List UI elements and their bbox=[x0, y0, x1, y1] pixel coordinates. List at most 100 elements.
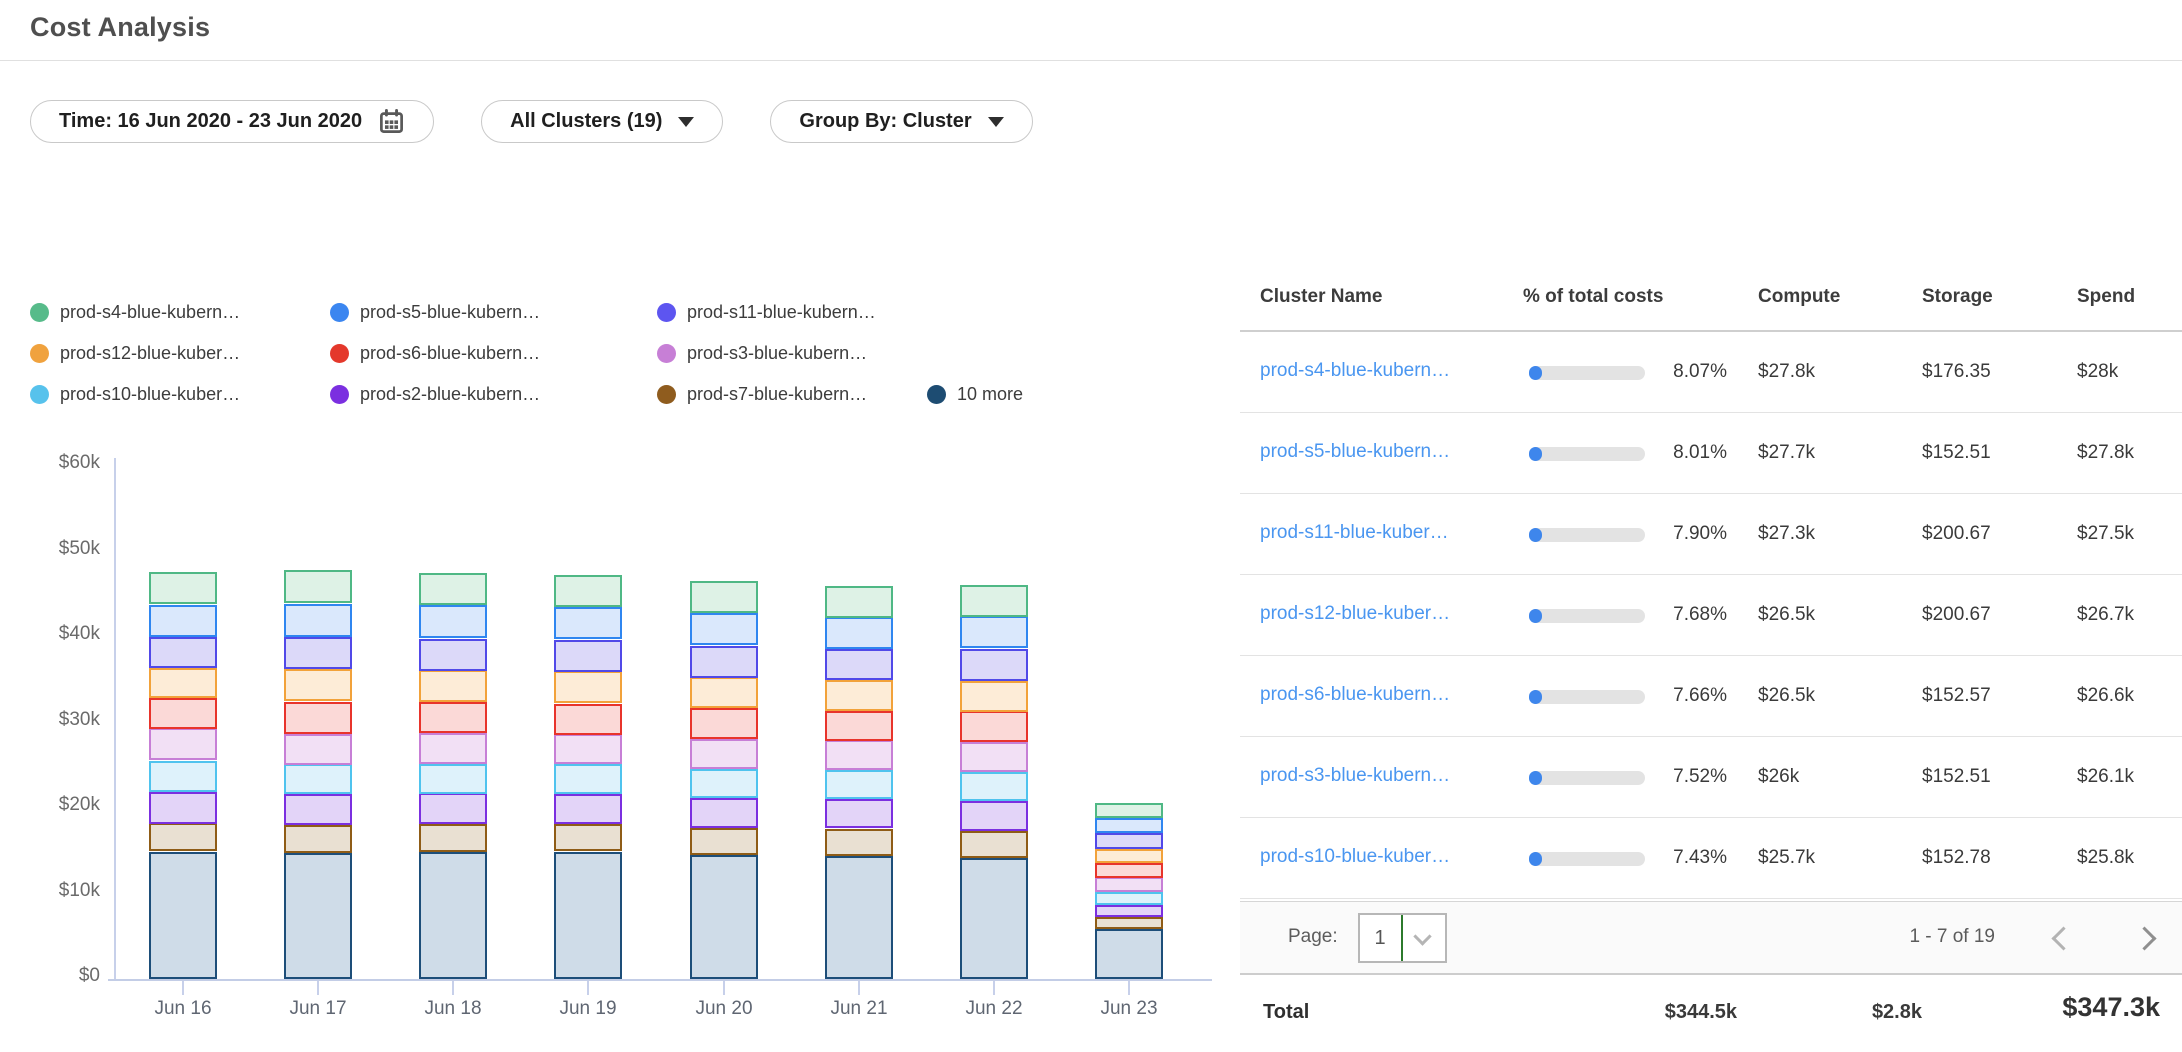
bar-segment-prod-s2-blue-kubern-jun-22[interactable] bbox=[960, 801, 1028, 831]
bar-segment-prod-s5-blue-kubern-jun-19[interactable] bbox=[554, 607, 622, 639]
cluster-name-link[interactable]: prod-s10-blue-kuber… bbox=[1260, 846, 1451, 867]
time-range-filter[interactable]: Time: 16 Jun 2020 - 23 Jun 2020 bbox=[30, 100, 435, 143]
cluster-name-link[interactable]: prod-s4-blue-kubern… bbox=[1260, 360, 1451, 381]
bar-segment-prod-s2-blue-kubern-jun-23[interactable] bbox=[1095, 905, 1163, 917]
bar-segment-prod-s3-blue-kubern-jun-17[interactable] bbox=[284, 734, 352, 765]
bar-segment-prod-s2-blue-kubern-jun-21[interactable] bbox=[825, 799, 893, 828]
bar-segment-prod-s10-blue-kuber-jun-16[interactable] bbox=[149, 761, 217, 792]
bar-segment-prod-s11-blue-kubern-jun-22[interactable] bbox=[960, 649, 1028, 681]
bar-segment-prod-s4-blue-kubern-jun-23[interactable] bbox=[1095, 803, 1163, 818]
bar-segment-prod-s4-blue-kubern-jun-18[interactable] bbox=[419, 573, 487, 605]
previous-page-chevron-icon[interactable] bbox=[2051, 926, 2076, 951]
bar-segment-prod-s6-blue-kubern-jun-23[interactable] bbox=[1095, 863, 1163, 878]
bar-segment-10-more-jun-20[interactable] bbox=[690, 855, 758, 979]
bar-segment-prod-s5-blue-kubern-jun-21[interactable] bbox=[825, 617, 893, 649]
bar-segment-prod-s4-blue-kubern-jun-17[interactable] bbox=[284, 570, 352, 603]
bar-segment-prod-s2-blue-kubern-jun-18[interactable] bbox=[419, 793, 487, 824]
legend-item-prod-s11-blue-kubern[interactable]: prod-s11-blue-kubern… bbox=[657, 297, 876, 327]
legend-item-prod-s2-blue-kubern[interactable]: prod-s2-blue-kubern… bbox=[330, 379, 540, 409]
bar-segment-10-more-jun-17[interactable] bbox=[284, 853, 352, 979]
bar-segment-prod-s10-blue-kuber-jun-22[interactable] bbox=[960, 772, 1028, 801]
legend-item-prod-s10-blue-kuber[interactable]: prod-s10-blue-kuber… bbox=[30, 379, 240, 409]
bar-segment-prod-s5-blue-kubern-jun-18[interactable] bbox=[419, 605, 487, 638]
bar-segment-prod-s3-blue-kubern-jun-19[interactable] bbox=[554, 734, 622, 764]
bar-segment-prod-s2-blue-kubern-jun-20[interactable] bbox=[690, 798, 758, 828]
bar-segment-prod-s10-blue-kuber-jun-21[interactable] bbox=[825, 770, 893, 799]
bar-segment-prod-s10-blue-kuber-jun-17[interactable] bbox=[284, 764, 352, 794]
bar-segment-prod-s6-blue-kubern-jun-19[interactable] bbox=[554, 704, 622, 735]
bar-segment-prod-s11-blue-kubern-jun-18[interactable] bbox=[419, 639, 487, 671]
bar-segment-prod-s12-blue-kuber-jun-22[interactable] bbox=[960, 681, 1028, 712]
bar-segment-prod-s3-blue-kubern-jun-20[interactable] bbox=[690, 739, 758, 769]
bar-segment-prod-s11-blue-kubern-jun-20[interactable] bbox=[690, 646, 758, 678]
bar-segment-prod-s3-blue-kubern-jun-16[interactable] bbox=[149, 728, 217, 760]
bar-segment-prod-s3-blue-kubern-jun-22[interactable] bbox=[960, 742, 1028, 772]
bar-segment-prod-s12-blue-kuber-jun-17[interactable] bbox=[284, 669, 352, 701]
bar-segment-prod-s7-blue-kubern-jun-16[interactable] bbox=[149, 823, 217, 851]
bar-segment-prod-s4-blue-kubern-jun-16[interactable] bbox=[149, 572, 217, 604]
bar-segment-prod-s5-blue-kubern-jun-22[interactable] bbox=[960, 616, 1028, 648]
legend-item-prod-s4-blue-kubern[interactable]: prod-s4-blue-kubern… bbox=[30, 297, 240, 327]
bar-segment-prod-s4-blue-kubern-jun-21[interactable] bbox=[825, 586, 893, 618]
bar-segment-prod-s7-blue-kubern-jun-23[interactable] bbox=[1095, 917, 1163, 929]
bar-segment-prod-s4-blue-kubern-jun-19[interactable] bbox=[554, 575, 622, 607]
bar-segment-prod-s10-blue-kuber-jun-23[interactable] bbox=[1095, 892, 1163, 905]
bar-segment-prod-s7-blue-kubern-jun-21[interactable] bbox=[825, 829, 893, 856]
bar-segment-10-more-jun-23[interactable] bbox=[1095, 929, 1163, 979]
clusters-filter[interactable]: All Clusters (19) bbox=[481, 100, 724, 143]
bar-segment-prod-s12-blue-kuber-jun-23[interactable] bbox=[1095, 849, 1163, 863]
bar-segment-prod-s12-blue-kuber-jun-18[interactable] bbox=[419, 670, 487, 702]
bar-segment-prod-s2-blue-kubern-jun-17[interactable] bbox=[284, 794, 352, 825]
bar-segment-prod-s6-blue-kubern-jun-22[interactable] bbox=[960, 711, 1028, 742]
bar-segment-10-more-jun-18[interactable] bbox=[419, 852, 487, 979]
bar-segment-10-more-jun-16[interactable] bbox=[149, 852, 217, 979]
cluster-name-link[interactable]: prod-s6-blue-kubern… bbox=[1260, 684, 1451, 705]
bar-segment-10-more-jun-21[interactable] bbox=[825, 856, 893, 979]
bar-segment-prod-s4-blue-kubern-jun-22[interactable] bbox=[960, 585, 1028, 617]
bar-segment-prod-s6-blue-kubern-jun-16[interactable] bbox=[149, 698, 217, 729]
bar-segment-prod-s11-blue-kubern-jun-23[interactable] bbox=[1095, 833, 1163, 849]
bar-segment-prod-s12-blue-kuber-jun-21[interactable] bbox=[825, 680, 893, 711]
legend-item-prod-s3-blue-kubern[interactable]: prod-s3-blue-kubern… bbox=[657, 338, 867, 368]
bar-segment-prod-s12-blue-kuber-jun-19[interactable] bbox=[554, 671, 622, 703]
bar-segment-prod-s2-blue-kubern-jun-19[interactable] bbox=[554, 794, 622, 824]
bar-segment-prod-s6-blue-kubern-jun-21[interactable] bbox=[825, 711, 893, 741]
bar-segment-prod-s11-blue-kubern-jun-16[interactable] bbox=[149, 637, 217, 668]
bar-segment-prod-s7-blue-kubern-jun-17[interactable] bbox=[284, 825, 352, 853]
group-by-filter[interactable]: Group By: Cluster bbox=[770, 100, 1033, 143]
bar-segment-prod-s10-blue-kuber-jun-18[interactable] bbox=[419, 764, 487, 794]
bar-segment-prod-s12-blue-kuber-jun-20[interactable] bbox=[690, 677, 758, 708]
cluster-name-link[interactable]: prod-s5-blue-kubern… bbox=[1260, 441, 1451, 462]
legend-item-prod-s7-blue-kubern[interactable]: prod-s7-blue-kubern… bbox=[657, 379, 867, 409]
bar-segment-prod-s12-blue-kuber-jun-16[interactable] bbox=[149, 668, 217, 698]
bar-segment-prod-s5-blue-kubern-jun-16[interactable] bbox=[149, 605, 217, 637]
bar-segment-prod-s10-blue-kuber-jun-19[interactable] bbox=[554, 764, 622, 794]
bar-segment-prod-s5-blue-kubern-jun-20[interactable] bbox=[690, 613, 758, 645]
cluster-name-link[interactable]: prod-s3-blue-kubern… bbox=[1260, 765, 1451, 786]
bar-segment-prod-s6-blue-kubern-jun-17[interactable] bbox=[284, 702, 352, 734]
bar-segment-prod-s4-blue-kubern-jun-20[interactable] bbox=[690, 581, 758, 613]
legend-item-10-more[interactable]: 10 more bbox=[927, 379, 1023, 409]
bar-segment-prod-s3-blue-kubern-jun-18[interactable] bbox=[419, 733, 487, 764]
bar-segment-prod-s11-blue-kubern-jun-19[interactable] bbox=[554, 640, 622, 672]
bar-segment-prod-s6-blue-kubern-jun-18[interactable] bbox=[419, 702, 487, 733]
bar-segment-prod-s2-blue-kubern-jun-16[interactable] bbox=[149, 792, 217, 824]
bar-segment-prod-s11-blue-kubern-jun-17[interactable] bbox=[284, 637, 352, 669]
bar-segment-prod-s6-blue-kubern-jun-20[interactable] bbox=[690, 708, 758, 739]
page-select[interactable]: 1 bbox=[1358, 913, 1447, 963]
bar-segment-prod-s10-blue-kuber-jun-20[interactable] bbox=[690, 769, 758, 798]
bar-segment-prod-s7-blue-kubern-jun-18[interactable] bbox=[419, 824, 487, 852]
legend-item-prod-s5-blue-kubern[interactable]: prod-s5-blue-kubern… bbox=[330, 297, 540, 327]
cluster-name-link[interactable]: prod-s12-blue-kuber… bbox=[1260, 603, 1451, 624]
legend-item-prod-s12-blue-kuber[interactable]: prod-s12-blue-kuber… bbox=[30, 338, 240, 368]
bar-segment-prod-s7-blue-kubern-jun-22[interactable] bbox=[960, 831, 1028, 858]
next-page-chevron-icon[interactable] bbox=[2132, 926, 2157, 951]
bar-segment-10-more-jun-22[interactable] bbox=[960, 858, 1028, 979]
cluster-name-link[interactable]: prod-s11-blue-kuber… bbox=[1260, 522, 1449, 543]
bar-segment-prod-s3-blue-kubern-jun-21[interactable] bbox=[825, 740, 893, 770]
bar-segment-prod-s5-blue-kubern-jun-17[interactable] bbox=[284, 604, 352, 637]
legend-item-prod-s6-blue-kubern[interactable]: prod-s6-blue-kubern… bbox=[330, 338, 540, 368]
bar-segment-prod-s7-blue-kubern-jun-20[interactable] bbox=[690, 828, 758, 855]
bar-segment-prod-s11-blue-kubern-jun-21[interactable] bbox=[825, 649, 893, 680]
bar-segment-prod-s3-blue-kubern-jun-23[interactable] bbox=[1095, 877, 1163, 892]
